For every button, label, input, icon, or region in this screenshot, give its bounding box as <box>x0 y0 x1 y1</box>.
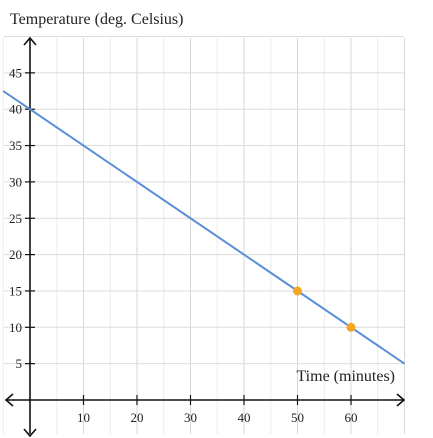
y-tick-label: 40 <box>9 102 22 117</box>
data-point <box>346 322 356 332</box>
x-tick-label: 40 <box>238 410 251 425</box>
y-axis-arrow-down <box>23 428 37 438</box>
y-tick-label: 10 <box>9 320 22 335</box>
x-tick-label: 50 <box>291 410 304 425</box>
x-axis-arrow-left <box>4 393 14 407</box>
x-tick-label: 10 <box>77 410 90 425</box>
x-tick-label: 20 <box>131 410 144 425</box>
ticks: 10 20 30 40 50 60 5 10 15 20 25 30 35 40 45 <box>9 65 358 425</box>
y-tick-label: 25 <box>9 211 22 226</box>
series <box>2 90 406 365</box>
x-axis-label: Time (minutes) <box>296 368 395 385</box>
x-tick-label: 60 <box>345 410 358 425</box>
y-axis-arrow-up <box>23 36 37 46</box>
grid <box>2 36 405 434</box>
y-tick-label: 20 <box>9 247 22 262</box>
y-tick-label: 45 <box>9 65 22 80</box>
y-tick-label: 5 <box>16 356 23 371</box>
y-tick-label: 15 <box>9 283 22 298</box>
trend-line <box>2 90 406 365</box>
axes <box>4 36 406 438</box>
x-axis-arrow-right <box>396 393 406 407</box>
y-axis-label: Temperature (deg. Celsius) <box>10 11 183 28</box>
x-tick-label: 30 <box>184 410 197 425</box>
y-tick-label: 35 <box>9 138 22 153</box>
y-tick-label: 30 <box>9 174 22 189</box>
data-point <box>293 286 302 296</box>
